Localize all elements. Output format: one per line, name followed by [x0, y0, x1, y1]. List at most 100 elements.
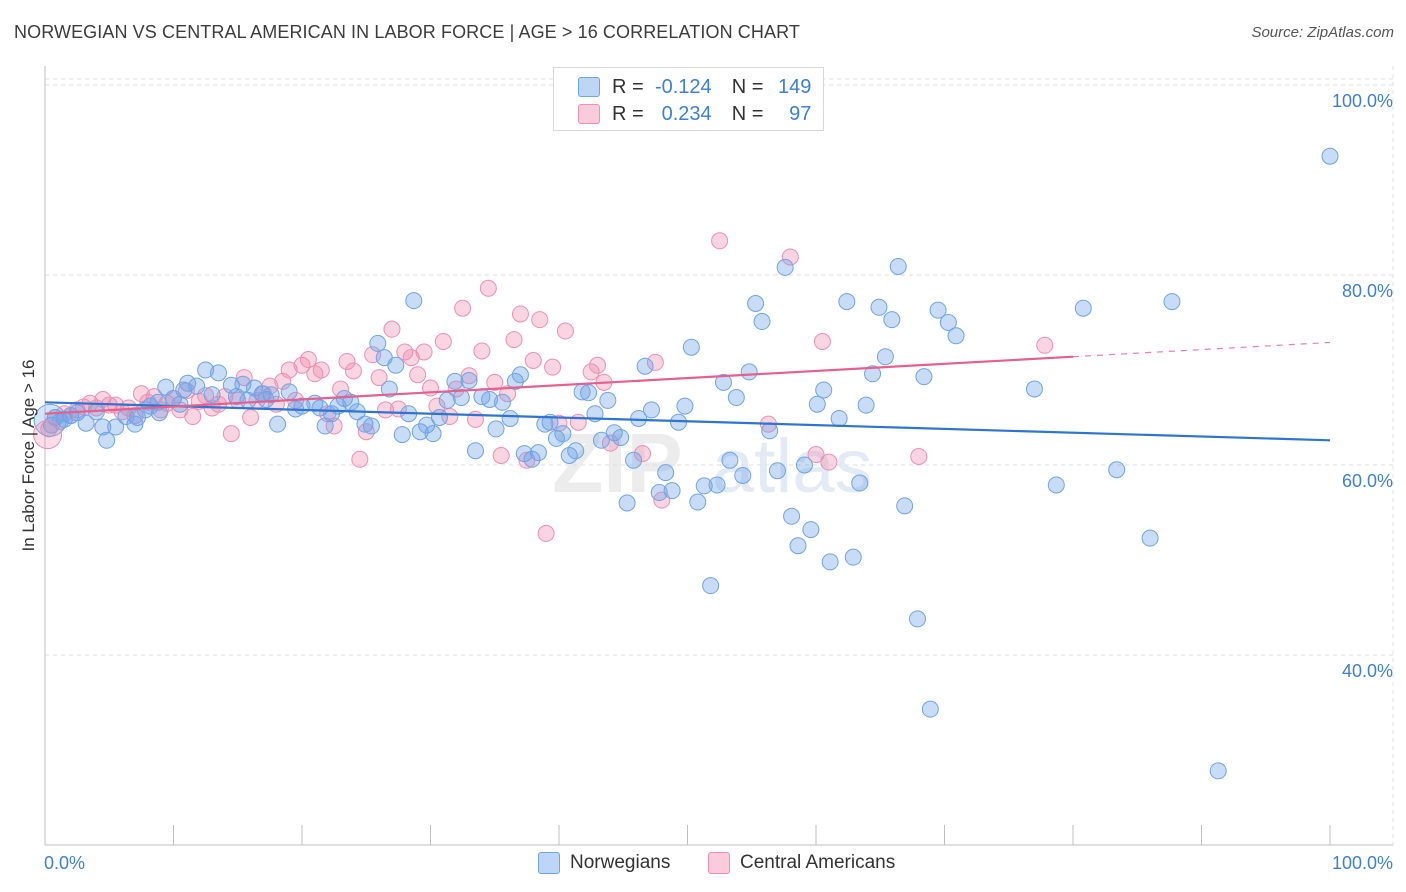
series-legend-label: Norwegians — [570, 852, 671, 873]
data-point — [761, 422, 779, 440]
data-point — [505, 331, 523, 349]
data-point — [592, 431, 610, 449]
data-point — [493, 393, 511, 411]
data-point — [636, 357, 654, 375]
data-point — [544, 358, 562, 376]
series-legend-label: Central Americans — [740, 852, 896, 873]
data-point — [396, 343, 414, 361]
data-point — [830, 409, 848, 427]
legend-n-value: 97 — [789, 102, 812, 125]
data-point — [486, 373, 504, 391]
data-point — [947, 327, 965, 345]
data-point — [344, 362, 362, 380]
legend-r-value: 0.234 — [661, 102, 712, 125]
data-point — [387, 356, 405, 374]
data-point — [1025, 380, 1043, 398]
data-point — [646, 353, 664, 371]
data-point — [537, 524, 555, 542]
data-point — [747, 295, 765, 312]
data-point — [94, 418, 112, 436]
data-point — [171, 395, 189, 413]
data-point — [499, 385, 517, 403]
data-point — [203, 386, 221, 404]
data-point — [783, 507, 801, 525]
data-point — [727, 389, 745, 407]
data-point — [362, 417, 380, 435]
data-point — [708, 476, 726, 494]
legend-row-norwegians: R = -0.124 N = 149 — [578, 74, 811, 100]
data-point — [523, 450, 541, 468]
data-point — [531, 311, 549, 329]
data-point — [132, 385, 150, 403]
data-point — [257, 390, 275, 408]
data-point — [383, 320, 401, 338]
data-point — [280, 383, 298, 401]
legend-swatch-central-americans — [578, 104, 600, 124]
trendline-norwegians — [44, 401, 1331, 442]
data-point — [1108, 461, 1126, 479]
data-point — [98, 431, 116, 449]
series-central-americans — [40, 232, 1054, 542]
data-point — [481, 390, 499, 408]
data-point — [789, 537, 807, 555]
data-point — [580, 384, 598, 402]
data-point — [864, 365, 882, 383]
watermark: ZIP atlas — [552, 416, 873, 510]
data-point — [446, 372, 464, 390]
data-point — [402, 349, 420, 367]
data-point — [511, 305, 529, 323]
data-point — [524, 352, 542, 369]
data-point — [768, 462, 786, 480]
data-point — [479, 279, 497, 297]
data-point — [876, 348, 894, 366]
series-legend-norwegians[interactable]: Norwegians — [538, 852, 670, 874]
y-tick-label: 40.0% — [1342, 661, 1393, 681]
data-point — [813, 333, 831, 350]
data-point — [721, 451, 739, 469]
data-point — [188, 377, 206, 395]
data-point — [915, 368, 933, 386]
data-point — [511, 366, 529, 384]
source-label: Source: ZipAtlas.com — [1251, 24, 1394, 41]
data-point — [781, 248, 799, 266]
data-point — [820, 453, 838, 471]
data-point — [634, 445, 652, 463]
data-point — [409, 366, 427, 384]
data-point — [269, 415, 287, 433]
legend-swatch-central-americans — [708, 852, 730, 874]
data-point — [740, 363, 758, 381]
data-point — [851, 474, 869, 492]
data-point — [293, 356, 311, 374]
data-point — [1209, 762, 1227, 780]
data-point — [492, 447, 510, 464]
data-point — [663, 482, 681, 500]
series-legend: Norwegians Central Americans — [0, 852, 1406, 878]
data-point — [650, 484, 668, 502]
data-point — [262, 386, 280, 404]
series-legend-central-americans[interactable]: Central Americans — [708, 852, 895, 874]
data-point — [612, 428, 630, 446]
data-point — [529, 444, 547, 462]
data-point — [714, 373, 732, 391]
data-point — [643, 401, 661, 419]
data-point — [377, 401, 395, 419]
data-point — [235, 369, 253, 387]
data-point — [438, 391, 456, 409]
data-point — [567, 442, 585, 460]
data-point — [466, 442, 484, 460]
data-point — [107, 418, 125, 436]
data-point — [473, 342, 491, 360]
data-point — [351, 450, 369, 468]
data-point — [702, 577, 720, 595]
data-point — [356, 415, 374, 433]
data-point — [1163, 293, 1181, 311]
data-point — [222, 425, 240, 443]
data-point — [556, 322, 574, 340]
legend-swatch-norwegians — [538, 852, 560, 874]
legend-r-label: R = — [612, 102, 644, 125]
data-point — [312, 361, 330, 379]
data-point — [380, 380, 398, 398]
legend-swatch-norwegians — [578, 77, 600, 97]
data-point — [599, 391, 617, 409]
